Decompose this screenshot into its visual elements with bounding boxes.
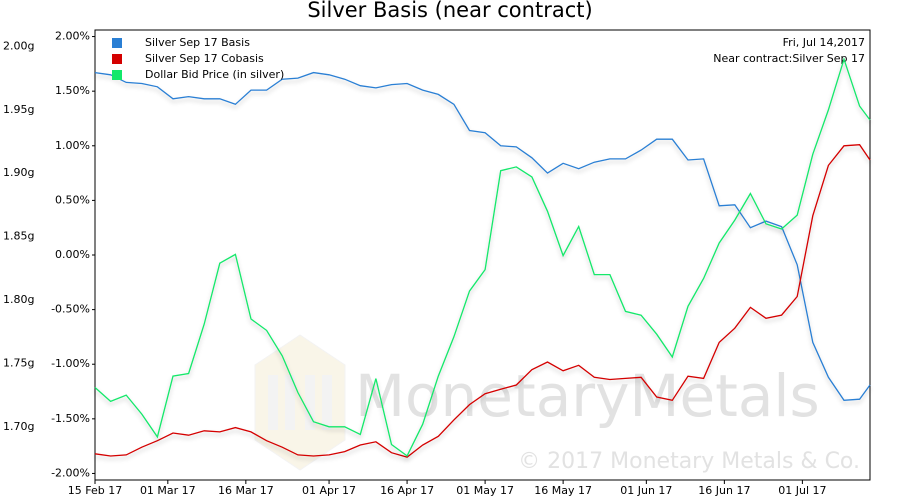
legend-label: Silver Sep 17 Basis <box>145 36 250 49</box>
series-line <box>94 57 871 457</box>
legend-label: Dollar Bid Price (in silver) <box>145 68 284 81</box>
x-tick-label: 01 Apr 17 <box>302 484 356 497</box>
series-line <box>94 144 871 458</box>
x-tick-label: 16 Apr 17 <box>380 484 434 497</box>
annotation: Fri, Jul 14,2017 <box>783 36 865 49</box>
y-tick-label: -1.00% <box>51 357 90 370</box>
y-tick-label: 0.50% <box>55 193 90 206</box>
series-line <box>94 71 871 401</box>
x-tick-label: 01 Jul 17 <box>778 484 826 497</box>
x-tick-label: 01 Mar 17 <box>140 484 196 497</box>
y-tick-label: 0.00% <box>55 248 90 261</box>
x-tick-label: 01 May 17 <box>456 484 514 497</box>
y-tick-label: -2.00% <box>51 466 90 479</box>
x-tick-label: 01 Jun 17 <box>620 484 672 497</box>
y2-tick-label: 1.70g <box>3 420 34 433</box>
legend-swatch <box>112 38 122 48</box>
y2-tick-label: 1.75g <box>3 356 34 369</box>
y-tick-label: 2.00% <box>55 30 90 43</box>
y2-tick-label: 1.85g <box>3 230 34 243</box>
legend-swatch <box>112 54 122 64</box>
y-tick-label: -1.50% <box>51 412 90 425</box>
annotation: Near contract:Silver Sep 17 <box>713 52 865 65</box>
y2-tick-label: 1.95g <box>3 103 34 116</box>
x-tick-label: 16 Mar 17 <box>218 484 274 497</box>
y-tick-label: 1.00% <box>55 139 90 152</box>
watermark-logo <box>254 334 346 471</box>
x-tick-label: 15 Feb 17 <box>68 484 122 497</box>
y-tick-label: 1.50% <box>55 84 90 97</box>
y2-tick-label: 1.90g <box>3 166 34 179</box>
watermark-copyright: © 2017 Monetary Metals & Co. <box>518 449 860 474</box>
y2-tick-label: 2.00g <box>3 39 34 52</box>
legend-label: Silver Sep 17 Cobasis <box>145 52 264 65</box>
x-tick-label: 16 Jun 17 <box>698 484 750 497</box>
legend-swatch <box>112 70 122 80</box>
y-tick-label: -0.50% <box>51 303 90 316</box>
chart-title: Silver Basis (near contract) <box>307 0 592 22</box>
x-tick-label: 16 May 17 <box>534 484 592 497</box>
y2-tick-label: 1.80g <box>3 293 34 306</box>
